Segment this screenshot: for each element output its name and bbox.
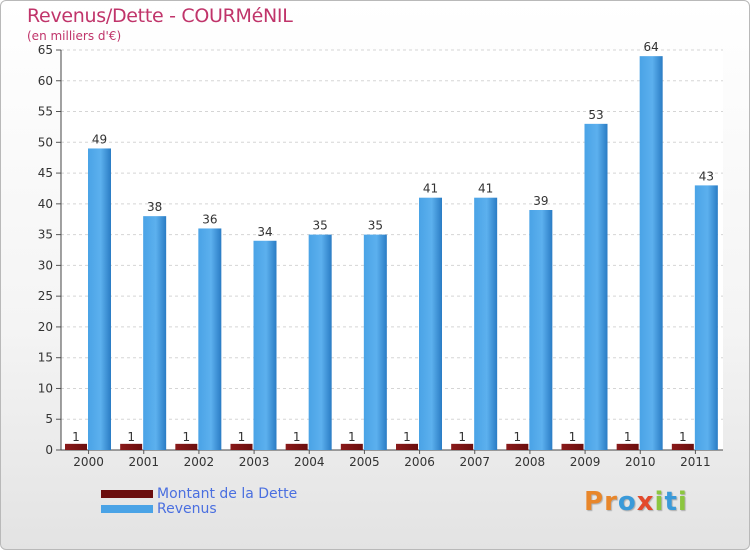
y-tick-label: 65 xyxy=(38,43,53,57)
bar-dette xyxy=(616,443,639,450)
bar-dette xyxy=(230,443,253,450)
x-tick-label: 2003 xyxy=(239,455,270,469)
bar-revenus xyxy=(694,185,718,450)
x-tick-label: 2009 xyxy=(570,455,601,469)
data-label-dette: 1 xyxy=(514,430,522,444)
logo-letter: o xyxy=(617,487,637,517)
bar-dette xyxy=(285,443,308,450)
bar-dette xyxy=(120,443,143,450)
bar-dette xyxy=(175,443,198,450)
bar-revenus xyxy=(88,148,111,450)
y-tick-label: 0 xyxy=(45,443,53,457)
x-tick-label: 2008 xyxy=(515,455,546,469)
y-tick-label: 55 xyxy=(38,105,53,119)
x-tick-label: 2010 xyxy=(625,455,656,469)
data-label-dette: 1 xyxy=(624,430,632,444)
data-label-revenus: 41 xyxy=(423,182,438,196)
data-label-revenus: 39 xyxy=(533,194,548,208)
data-label-revenus: 36 xyxy=(202,212,217,226)
y-tick-label: 15 xyxy=(38,351,53,365)
data-label-dette: 1 xyxy=(348,430,356,444)
bar-revenus xyxy=(584,123,608,450)
y-tick-label: 45 xyxy=(38,166,53,180)
bar-dette xyxy=(65,443,87,450)
bar-dette xyxy=(506,443,529,450)
bar-dette xyxy=(451,443,474,450)
bar-revenus xyxy=(639,56,663,451)
bar-dette xyxy=(340,443,363,450)
logo-letter: t xyxy=(664,487,678,517)
legend-swatch-dette xyxy=(101,490,153,498)
data-label-dette: 1 xyxy=(569,430,577,444)
bar-revenus xyxy=(419,197,442,450)
data-label-dette: 1 xyxy=(127,430,135,444)
y-tick-label: 10 xyxy=(38,381,53,395)
data-label-revenus: 34 xyxy=(257,225,272,239)
data-label-revenus: 38 xyxy=(147,200,162,214)
x-tick-label: 2011 xyxy=(680,455,711,469)
bar-revenus xyxy=(143,216,167,450)
data-label-revenus: 35 xyxy=(368,219,383,233)
bar-dette xyxy=(671,443,694,450)
x-tick-label: 2001 xyxy=(128,455,159,469)
y-tick-label: 20 xyxy=(38,320,53,334)
x-tick-label: 2005 xyxy=(349,455,380,469)
data-label-revenus: 64 xyxy=(644,40,659,54)
legend-swatch-revenus xyxy=(101,505,153,513)
data-label-dette: 1 xyxy=(72,430,80,444)
data-label-dette: 1 xyxy=(403,430,411,444)
legend-label-revenus: Revenus xyxy=(157,501,217,517)
data-label-revenus: 35 xyxy=(313,219,328,233)
y-tick-label: 25 xyxy=(38,289,53,303)
legend-label-dette: Montant de la Dette xyxy=(157,486,298,502)
bar-revenus xyxy=(529,210,553,450)
bar-revenus xyxy=(198,228,222,450)
x-tick-label: 2000 xyxy=(73,455,104,469)
y-tick-label: 60 xyxy=(38,74,53,88)
data-label-dette: 1 xyxy=(238,430,246,444)
data-label-dette: 1 xyxy=(458,430,466,444)
bar-revenus xyxy=(253,240,277,450)
bar-dette xyxy=(396,443,418,450)
data-label-dette: 1 xyxy=(183,430,191,444)
y-tick-label: 50 xyxy=(38,135,53,149)
plot-area xyxy=(61,50,723,450)
data-label-dette: 1 xyxy=(293,430,301,444)
y-tick-label: 35 xyxy=(38,228,53,242)
data-label-revenus: 41 xyxy=(478,182,493,196)
data-label-revenus: 53 xyxy=(588,108,603,122)
chart-subtitle: (en milliers d'€) xyxy=(27,29,122,43)
bar-revenus xyxy=(474,197,498,450)
x-tick-label: 2006 xyxy=(404,455,435,469)
logo-letter: x xyxy=(636,487,655,517)
bar-dette xyxy=(561,443,584,450)
proxiti-logo: Proxiti xyxy=(584,487,688,517)
data-label-dette: 1 xyxy=(679,430,687,444)
y-tick-label: 30 xyxy=(38,258,53,272)
logo-letter: i xyxy=(677,487,688,517)
bar-revenus xyxy=(308,234,332,450)
bar-revenus xyxy=(363,234,387,450)
x-tick-label: 2002 xyxy=(184,455,215,469)
logo-letter: r xyxy=(604,487,618,517)
x-tick-label: 2007 xyxy=(459,455,490,469)
data-label-revenus: 43 xyxy=(699,169,714,183)
chart-title: Revenus/Dette - COURMéNIL xyxy=(27,5,293,27)
logo-letter: i xyxy=(654,487,665,517)
y-tick-label: 5 xyxy=(45,412,53,426)
data-label-revenus: 49 xyxy=(92,132,107,146)
y-tick-label: 40 xyxy=(38,197,53,211)
logo-letter: P xyxy=(584,487,605,517)
x-tick-label: 2004 xyxy=(294,455,325,469)
